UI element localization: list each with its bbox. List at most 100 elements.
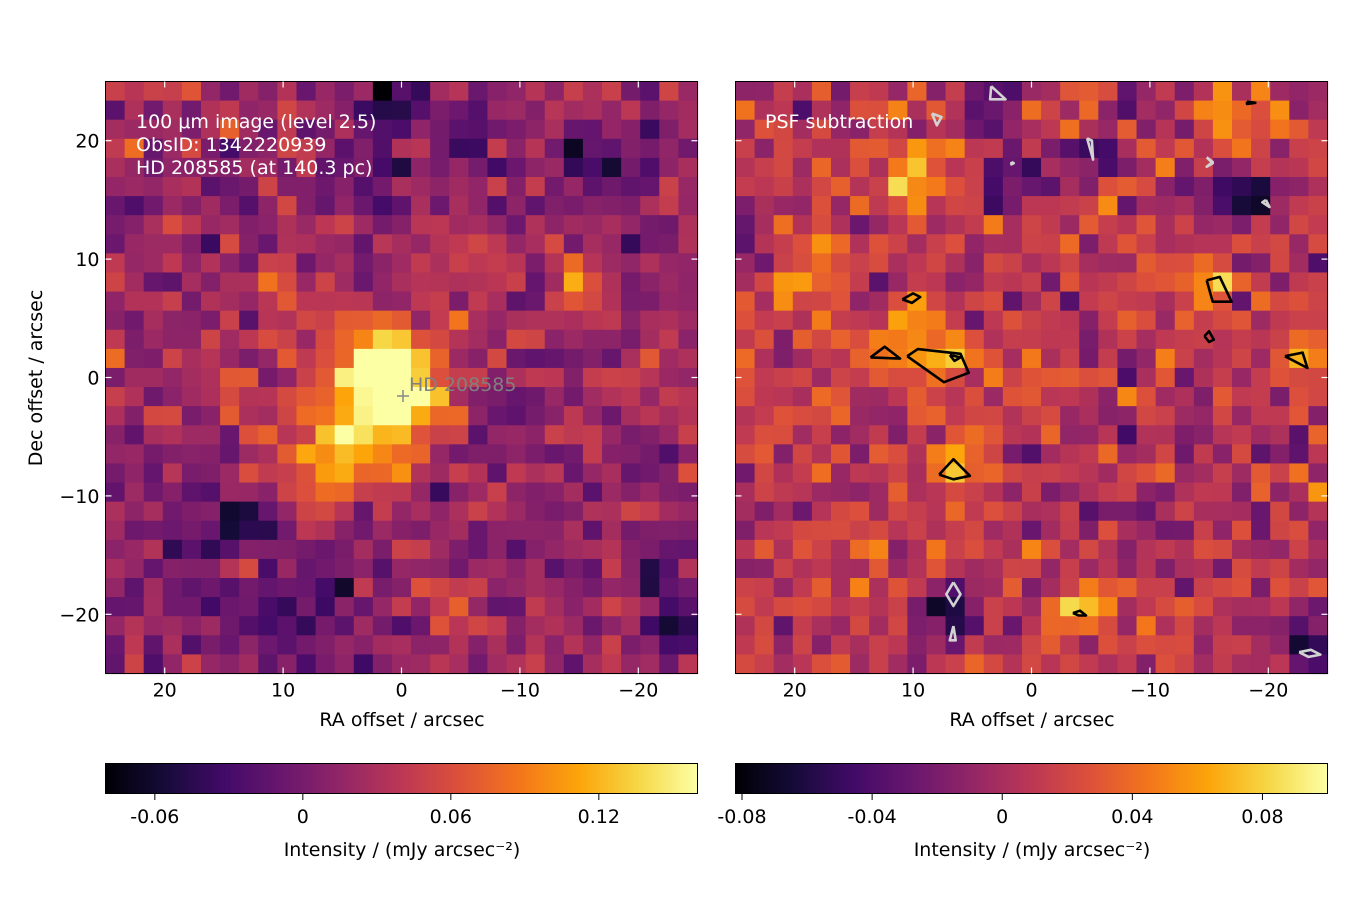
heatmap-cell xyxy=(1174,291,1195,312)
heatmap-cell xyxy=(105,81,126,102)
heatmap-cell xyxy=(143,654,164,675)
heatmap-cell xyxy=(850,444,870,465)
heatmap-cell xyxy=(162,501,183,522)
heatmap-cell xyxy=(640,616,660,636)
heatmap-cell xyxy=(907,520,928,541)
heatmap-cell xyxy=(1060,425,1080,445)
heatmap-cell xyxy=(143,616,164,636)
heatmap-cell xyxy=(602,138,622,159)
heatmap-cell xyxy=(143,558,164,579)
heatmap-cell xyxy=(468,157,489,178)
heatmap-cell xyxy=(200,654,221,675)
heatmap-cell xyxy=(773,291,794,312)
heatmap-cell xyxy=(563,635,584,656)
heatmap-cell xyxy=(1060,215,1080,235)
heatmap-cell xyxy=(602,253,622,274)
heatmap-cell xyxy=(430,234,450,254)
heatmap-cell xyxy=(239,444,259,465)
heatmap-cell xyxy=(735,482,756,503)
heatmap-cell xyxy=(200,100,221,121)
heatmap-cell xyxy=(907,501,928,522)
heatmap-cell xyxy=(1251,234,1271,254)
heatmap-cell xyxy=(640,253,660,274)
heatmap-cell xyxy=(200,597,221,617)
heatmap-cell xyxy=(181,654,202,675)
heatmap-cell xyxy=(200,348,221,369)
heatmap-cell xyxy=(811,425,832,445)
heatmap-cell xyxy=(735,329,756,350)
heatmap-cell xyxy=(735,157,756,178)
heatmap-cell xyxy=(1155,176,1176,197)
heatmap-cell xyxy=(888,387,908,407)
heatmap-cell xyxy=(735,196,756,216)
heatmap-cell xyxy=(582,578,603,598)
heatmap-cell xyxy=(773,387,794,407)
heatmap-cell xyxy=(1155,272,1176,293)
heatmap-cell xyxy=(850,597,870,617)
star-label: HD 208585 xyxy=(409,374,517,396)
heatmap-cell xyxy=(1079,501,1099,522)
heatmap-cell xyxy=(1174,119,1195,140)
heatmap-cell xyxy=(926,654,947,675)
heatmap-cell xyxy=(1060,81,1080,102)
heatmap-cell xyxy=(602,463,622,484)
heatmap-cell xyxy=(1174,348,1195,369)
heatmap-cell xyxy=(1098,520,1119,541)
right-colorbar: -0.08 -0.04 0 0.04 0.08 Intensity / (mJy arc… xyxy=(717,763,1328,861)
heatmap-cell xyxy=(792,520,813,541)
heatmap-cell xyxy=(353,119,374,140)
heatmap-cell xyxy=(1021,635,1042,656)
heatmap-cell xyxy=(582,119,603,140)
heatmap-cell xyxy=(1232,100,1252,121)
heatmap-cell xyxy=(678,597,699,617)
heatmap-cell xyxy=(1021,539,1042,560)
heatmap-cell xyxy=(792,482,813,503)
heatmap-cell xyxy=(1289,425,1310,445)
heatmap-cell xyxy=(1060,578,1080,598)
heatmap-cell xyxy=(792,272,813,293)
heatmap-cell xyxy=(640,387,660,407)
heatmap-cell xyxy=(1193,482,1214,503)
heatmap-cell xyxy=(888,81,908,102)
heatmap-cell xyxy=(869,654,889,675)
heatmap-cell xyxy=(220,329,240,350)
heatmap-cell xyxy=(1117,119,1138,140)
heatmap-cell xyxy=(1002,253,1023,274)
heatmap-cell xyxy=(621,578,641,598)
heatmap-cell xyxy=(544,597,565,617)
heatmap-cell xyxy=(372,387,393,407)
heatmap-cell xyxy=(1174,157,1195,178)
heatmap-cell xyxy=(964,348,985,369)
heatmap-cell xyxy=(773,157,794,178)
heatmap-cell xyxy=(525,444,546,465)
heatmap-cell xyxy=(411,597,431,617)
heatmap-cell xyxy=(181,253,202,274)
heatmap-cell xyxy=(792,463,813,484)
heatmap-cell xyxy=(983,444,1004,465)
heatmap-cell xyxy=(792,406,813,426)
heatmap-cell xyxy=(181,578,202,598)
heatmap-cell xyxy=(525,329,546,350)
heatmap-cell xyxy=(964,444,985,465)
heatmap-cell xyxy=(277,520,298,541)
heatmap-cell xyxy=(372,520,393,541)
heatmap-grid-100um xyxy=(105,81,699,675)
heatmap-cell xyxy=(449,119,469,140)
heatmap-cell xyxy=(1308,635,1329,656)
heatmap-cell xyxy=(430,329,450,350)
heatmap-cell xyxy=(983,157,1004,178)
heatmap-cell xyxy=(277,616,298,636)
heatmap-cell xyxy=(162,616,183,636)
heatmap-cell xyxy=(1270,234,1290,254)
heatmap-cell xyxy=(1251,310,1271,331)
left-annotation-line-3: HD 208585 (at 140.3 pc) xyxy=(136,157,372,179)
heatmap-cell xyxy=(1308,367,1329,388)
heatmap-cell xyxy=(124,578,145,598)
heatmap-cell xyxy=(830,253,851,274)
heatmap-cell xyxy=(449,367,469,388)
heatmap-cell xyxy=(754,654,775,675)
heatmap-cell xyxy=(181,444,202,465)
heatmap-cell xyxy=(1212,138,1233,159)
heatmap-cell xyxy=(1041,81,1061,102)
heatmap-cell xyxy=(487,444,508,465)
